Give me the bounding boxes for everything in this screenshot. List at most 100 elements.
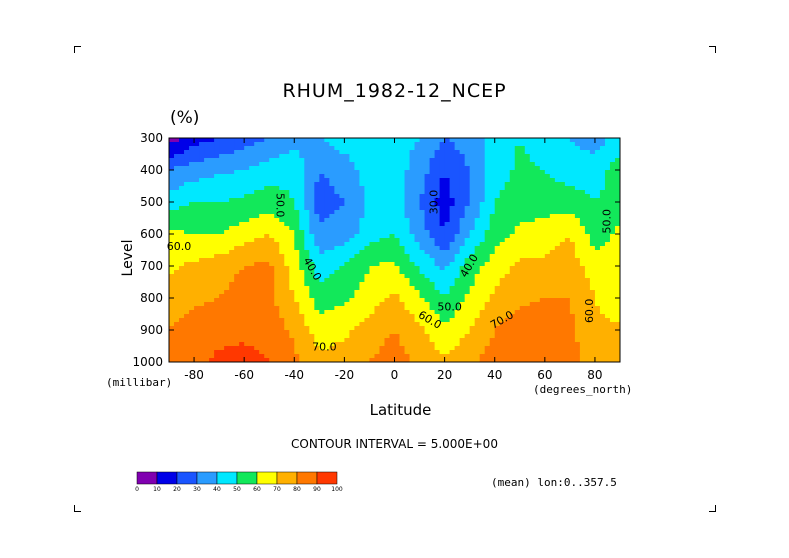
field-cell xyxy=(349,330,356,335)
field-cell xyxy=(514,206,521,211)
field-cell xyxy=(599,306,606,311)
field-cell xyxy=(579,318,586,323)
field-cell xyxy=(384,226,391,231)
field-cell xyxy=(334,258,340,263)
field-cell xyxy=(344,278,350,283)
field-cell xyxy=(474,334,481,339)
field-cell xyxy=(594,266,601,271)
field-cell xyxy=(269,290,275,295)
field-cell xyxy=(319,298,325,303)
field-cell xyxy=(219,314,225,319)
field-cell xyxy=(469,158,476,163)
field-cell xyxy=(529,314,536,319)
field-cell xyxy=(519,226,526,231)
field-cell xyxy=(274,182,280,187)
field-cell xyxy=(614,298,620,303)
field-cell xyxy=(439,238,446,243)
field-cell xyxy=(599,278,606,283)
field-cell xyxy=(424,150,431,155)
field-cell xyxy=(359,222,366,227)
field-cell xyxy=(534,310,541,315)
field-cell xyxy=(329,354,335,359)
field-cell xyxy=(214,290,220,295)
field-cell xyxy=(574,230,581,235)
field-cell xyxy=(584,254,591,259)
field-cell xyxy=(444,174,451,179)
field-cell xyxy=(519,238,526,243)
field-cell xyxy=(294,286,300,291)
field-cell xyxy=(474,266,481,271)
field-cell xyxy=(384,298,391,303)
field-cell xyxy=(189,158,195,163)
field-cell xyxy=(594,218,601,223)
field-cell xyxy=(454,298,461,303)
field-cell xyxy=(539,218,546,223)
field-cell xyxy=(199,278,205,283)
field-cell xyxy=(569,282,576,287)
field-cell xyxy=(264,138,270,143)
field-cell xyxy=(359,266,366,271)
field-cell xyxy=(319,178,325,183)
field-cell xyxy=(384,166,391,171)
field-cell xyxy=(349,226,356,231)
field-cell xyxy=(199,230,205,235)
field-cell xyxy=(179,310,185,315)
field-cell xyxy=(349,250,356,255)
field-cell xyxy=(289,234,295,239)
field-cell xyxy=(564,238,571,243)
field-cell xyxy=(279,258,285,263)
field-cell xyxy=(364,234,371,239)
field-cell xyxy=(559,214,566,219)
field-cell xyxy=(264,238,270,243)
field-cell xyxy=(464,334,471,339)
field-cell xyxy=(269,306,275,311)
field-cell xyxy=(509,258,516,263)
field-cell xyxy=(479,158,486,163)
field-cell xyxy=(199,318,205,323)
field-cell xyxy=(229,310,235,315)
field-cell xyxy=(334,270,340,275)
field-cell xyxy=(204,226,210,231)
field-cell xyxy=(544,238,551,243)
field-cell xyxy=(264,278,270,283)
field-cell xyxy=(514,310,521,315)
field-cell xyxy=(494,270,501,275)
field-cell xyxy=(344,202,350,207)
field-cell xyxy=(294,342,300,347)
field-cell xyxy=(569,158,576,163)
field-cell xyxy=(599,226,606,231)
field-cell xyxy=(464,310,471,315)
field-cell xyxy=(389,242,396,247)
field-cell xyxy=(549,346,556,351)
field-cell xyxy=(414,226,421,231)
field-cell xyxy=(299,262,305,267)
field-cell xyxy=(399,254,406,259)
field-cell xyxy=(519,314,526,319)
field-cell xyxy=(199,222,205,227)
field-cell xyxy=(314,350,320,355)
field-cell xyxy=(199,198,205,203)
field-cell xyxy=(534,214,541,219)
field-cell xyxy=(609,198,616,203)
field-cell xyxy=(229,318,235,323)
field-cell xyxy=(379,354,386,359)
field-cell xyxy=(529,270,536,275)
field-cell xyxy=(544,162,551,167)
field-cell xyxy=(474,258,481,263)
field-cell xyxy=(294,150,300,155)
field-cell xyxy=(314,278,320,283)
field-cell xyxy=(324,226,330,231)
field-cell xyxy=(434,334,441,339)
field-cell xyxy=(404,350,411,355)
field-cell xyxy=(549,150,556,155)
field-cell xyxy=(174,242,180,247)
field-cell xyxy=(609,154,616,159)
field-cell xyxy=(334,326,340,331)
field-cell xyxy=(429,346,436,351)
field-cell xyxy=(309,278,315,283)
field-cell xyxy=(184,326,190,331)
field-cell xyxy=(184,338,190,343)
field-cell xyxy=(604,246,611,251)
field-cell xyxy=(229,338,235,343)
field-cell xyxy=(554,210,561,215)
